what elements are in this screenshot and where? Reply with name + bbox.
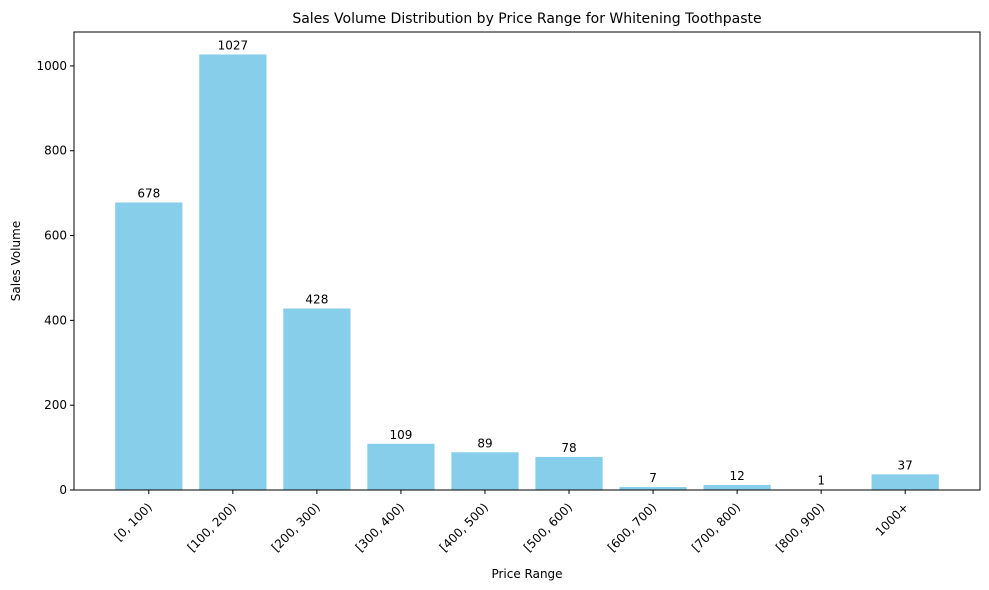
plot-frame (73, 31, 981, 491)
bar (199, 54, 267, 491)
x-tick-label: [600, 700) (605, 500, 659, 554)
y-tick-label: 200 (44, 398, 67, 412)
x-tick-label: [700, 800) (689, 500, 743, 554)
data-label: 678 (137, 186, 160, 200)
data-label: 89 (477, 436, 492, 450)
data-label: 1027 (218, 38, 249, 52)
y-tick-label: 1000 (36, 59, 67, 73)
y-tick-label: 800 (44, 144, 67, 158)
data-label: 109 (389, 428, 412, 442)
bar (703, 484, 771, 490)
bar (619, 487, 687, 490)
bar (535, 456, 603, 490)
bar (367, 443, 435, 490)
data-label: 7 (649, 471, 657, 485)
data-label: 78 (561, 441, 576, 455)
data-label: 12 (729, 469, 744, 483)
y-axis-label: Sales Volume (9, 221, 23, 301)
data-label: 37 (898, 458, 913, 472)
x-tick-label: [500, 600) (521, 500, 575, 554)
bar (283, 308, 351, 490)
data-label: 428 (305, 292, 328, 306)
x-tick-label: [0, 100) (111, 500, 155, 544)
x-tick-label: 1000+ (873, 500, 912, 539)
y-tick-label: 0 (59, 483, 67, 497)
x-tick-label: [100, 200) (185, 500, 239, 554)
data-label: 1 (817, 474, 825, 488)
bar (871, 474, 939, 490)
bar (115, 202, 183, 490)
x-tick-label: [400, 500) (437, 500, 491, 554)
x-tick-label: [200, 300) (269, 500, 323, 554)
y-tick-label: 400 (44, 313, 67, 327)
x-axis-label: Price Range (491, 567, 562, 581)
bar (451, 452, 519, 490)
x-tick-label: [800, 900) (773, 500, 827, 554)
y-tick-label: 600 (44, 229, 67, 243)
chart-title: Sales Volume Distribution by Price Range… (292, 11, 761, 27)
x-tick-label: [300, 400) (353, 500, 407, 554)
